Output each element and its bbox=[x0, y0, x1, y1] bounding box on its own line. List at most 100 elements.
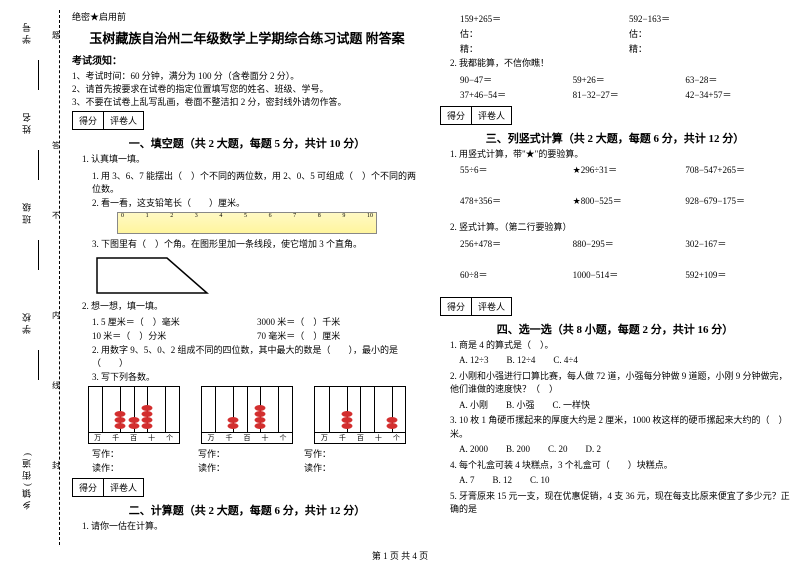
exam-title: 玉树藏族自治州二年级数学上学期综合练习试题 附答案 bbox=[72, 28, 422, 47]
q1: 1. 认真填一填。 bbox=[82, 153, 422, 167]
s4-8: 5. 牙膏原来 15 元一支，现在优惠促销，4 支 36 元，现在每支比原来便宜… bbox=[450, 490, 790, 517]
q2-row-0: 1. 5 厘米＝（ ）毫米 3000 米＝（ ）千米 bbox=[92, 315, 422, 328]
s4-7: A. 7 B. 12 C. 10 bbox=[450, 474, 790, 488]
cell: 估： bbox=[460, 27, 621, 40]
al: 万 bbox=[321, 433, 328, 443]
abacus-3: 万千百十个 bbox=[314, 386, 406, 444]
cell: 90−47＝ bbox=[460, 73, 565, 86]
al: 百 bbox=[130, 433, 137, 443]
margin-line bbox=[38, 150, 39, 180]
read-label: 读作： bbox=[92, 461, 190, 474]
cell: 70 毫米＝（ ）厘米 bbox=[257, 329, 422, 342]
cell: ★296÷31＝ bbox=[573, 163, 678, 176]
notice-title: 考试须知： bbox=[72, 52, 422, 67]
margin-label-4: 乡镇(街道) bbox=[20, 450, 33, 510]
section-3-title: 三、列竖式计算（共 2 大题，每题 6 分，共计 12 分） bbox=[440, 130, 790, 146]
cell: ★800−525＝ bbox=[573, 194, 678, 207]
margin-label-2: 班级 bbox=[20, 200, 33, 224]
margin-label-3: 学校 bbox=[20, 310, 33, 334]
write-label: 写作： bbox=[304, 447, 402, 460]
s2-grid2: 90−47＝59+26＝63−28＝ 37+46−54＝81−32−27＝42−… bbox=[460, 73, 790, 101]
s4-4: 3. 10 枚 1 角硬币摞起来的厚度大约是 2 厘米，1000 枚这样的硬币摞… bbox=[450, 414, 790, 441]
abacus-row: 万千百十个 万千百十个 万千百十个 bbox=[82, 386, 412, 444]
s4-5: A. 2000 B. 200 C. 20 D. 2 bbox=[450, 443, 790, 457]
cell: 592−163＝ bbox=[629, 12, 790, 25]
secret-mark: 绝密★启用前 bbox=[72, 10, 422, 23]
al: 百 bbox=[357, 433, 364, 443]
score-box-2: 得分 评卷人 bbox=[72, 478, 144, 497]
write-label: 写作： bbox=[198, 447, 296, 460]
q2-2: 2. 用数字 9、5、0、2 组成不同的四位数，其中最大的数是（ ），最小的是（… bbox=[92, 343, 422, 369]
cell: 42−34+57＝ bbox=[685, 88, 790, 101]
read-label: 读作： bbox=[304, 461, 402, 474]
al: 个 bbox=[166, 433, 173, 443]
cell: 55÷6＝ bbox=[460, 163, 565, 176]
q2-3: 3. 写下列各数。 bbox=[92, 370, 422, 383]
cell: 60÷8＝ bbox=[460, 268, 565, 281]
margin-label-0: 学号 bbox=[20, 20, 33, 44]
al: 百 bbox=[243, 433, 250, 443]
marker-label: 评卷人 bbox=[104, 479, 143, 496]
cell: 928−679−175＝ bbox=[685, 194, 790, 207]
abacus-1: 万千百十个 bbox=[88, 386, 180, 444]
marker-label: 评卷人 bbox=[472, 298, 511, 315]
s2-q1: 1. 请你一估在计算。 bbox=[82, 520, 422, 534]
al: 个 bbox=[279, 433, 286, 443]
score-label: 得分 bbox=[73, 479, 104, 496]
cell: 10 米＝（ ）分米 bbox=[92, 329, 257, 342]
s4-0: 1. 商是 4 的算式是（ ）。 bbox=[450, 339, 790, 353]
section-2-title: 二、计算题（共 2 大题，每题 6 分，共计 12 分） bbox=[72, 502, 422, 518]
cell: 256+478＝ bbox=[460, 237, 565, 250]
score-box-1: 得分 评卷人 bbox=[72, 111, 144, 130]
s4-1: A. 12÷3 B. 12÷4 C. 4÷4 bbox=[450, 354, 790, 368]
q1-3: 3. 下图里有（ ）个角。在图形里加一条线段，使它增加 3 个直角。 bbox=[92, 237, 422, 250]
cell: 精： bbox=[629, 42, 790, 55]
notice-1: 1、考试时间：60 分钟，满分为 100 分（含卷面分 2 分）。 bbox=[72, 69, 422, 82]
q2: 2. 想一想，填一填。 bbox=[82, 300, 422, 314]
cell: 880−295＝ bbox=[573, 237, 678, 250]
al: 千 bbox=[339, 433, 346, 443]
notice-2: 2、请首先按要求在试卷的指定位置填写您的姓名、班级、学号。 bbox=[72, 82, 422, 95]
margin-line bbox=[38, 60, 39, 90]
seal-mark: 封 bbox=[52, 460, 60, 471]
al: 千 bbox=[112, 433, 119, 443]
al: 千 bbox=[225, 433, 232, 443]
cell: 708−547+265＝ bbox=[685, 163, 790, 176]
cell: 302−167＝ bbox=[685, 237, 790, 250]
cell: 3000 米＝（ ）千米 bbox=[257, 315, 422, 328]
read-label: 读作： bbox=[198, 461, 296, 474]
s3-grid1: 55÷6＝ ★296÷31＝ 708−547+265＝ 478+356＝ ★800−5… bbox=[460, 163, 790, 207]
s3-q2: 2. 竖式计算。（第二行要验算） bbox=[450, 221, 790, 235]
margin-line bbox=[38, 350, 39, 380]
cell: 37+46−54＝ bbox=[460, 88, 565, 101]
page-footer: 第 1 页 共 4 页 bbox=[0, 545, 800, 566]
s2-q2: 2. 我都能算，不信你瞧！ bbox=[450, 57, 790, 71]
cell: 估： bbox=[629, 27, 790, 40]
left-column: 绝密★启用前 玉树藏族自治州二年级数学上学期综合练习试题 附答案 考试须知： 1… bbox=[72, 10, 422, 545]
cell: 159+265＝ bbox=[460, 12, 621, 25]
s3-q1: 1. 用竖式计算，带"★"的要验算。 bbox=[450, 148, 790, 162]
s3-grid2: 256+478＝880−295＝302−167＝ 60÷8＝1000−514＝5… bbox=[460, 237, 790, 281]
margin-label-1: 姓名 bbox=[20, 110, 33, 134]
abacus-2: 万千百十个 bbox=[201, 386, 293, 444]
al: 十 bbox=[375, 433, 382, 443]
score-box-4: 得分 评卷人 bbox=[440, 297, 512, 316]
quadrilateral-image bbox=[92, 253, 212, 297]
score-label: 得分 bbox=[441, 107, 472, 124]
section-4-title: 四、选一选（共 8 小题，每题 2 分，共计 16 分） bbox=[440, 321, 790, 337]
cell: 精： bbox=[460, 42, 621, 55]
write-label: 写作： bbox=[92, 447, 190, 460]
q1-1: 1. 用 3、6、7 能摆出（ ）个不同的两位数，用 2、0、5 可组成（ ）个… bbox=[92, 169, 422, 195]
seal-mark: 线 bbox=[52, 380, 60, 391]
cell: 592+109＝ bbox=[685, 268, 790, 281]
s4-3: A. 小刚 B. 小强 C. 一样快 bbox=[450, 399, 790, 413]
s4-6: 4. 每个礼盒可装 4 块糕点，3 个礼盒可（ ）块糕点。 bbox=[450, 459, 790, 473]
score-label: 得分 bbox=[73, 112, 104, 129]
al: 万 bbox=[207, 433, 214, 443]
seal-mark: 内 bbox=[52, 310, 60, 321]
margin-line bbox=[38, 240, 39, 270]
cell: 478+356＝ bbox=[460, 194, 565, 207]
al: 十 bbox=[148, 433, 155, 443]
cell: 81−32−27＝ bbox=[573, 88, 678, 101]
seal-mark: 不 bbox=[52, 210, 60, 221]
